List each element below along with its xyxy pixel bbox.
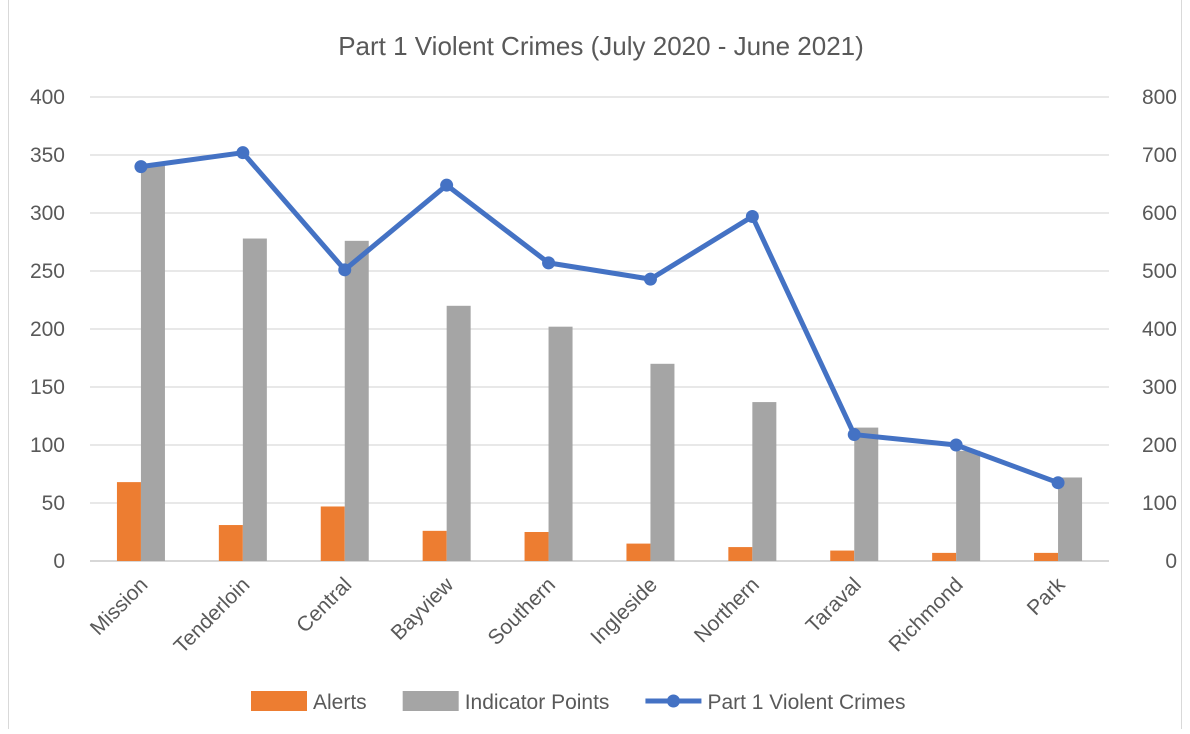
line-point xyxy=(236,146,250,160)
right-tick-label: 200 xyxy=(1142,434,1177,457)
line-part-1-violent-crimes xyxy=(138,150,1061,486)
bar-alerts xyxy=(932,552,957,561)
bar-alerts xyxy=(524,532,549,561)
bar-indicator-points xyxy=(446,305,471,561)
category-label: Ingleside xyxy=(586,573,662,649)
bar-indicator-points xyxy=(854,427,879,561)
legend-swatch xyxy=(251,691,307,711)
right-tick-label: 300 xyxy=(1142,376,1177,399)
line-point xyxy=(847,428,861,442)
bar-indicator-points xyxy=(1058,477,1083,561)
bar-indicator-points xyxy=(344,240,369,561)
line-point xyxy=(949,438,963,452)
left-tick-label: 100 xyxy=(30,434,65,457)
chart-svg: Part 1 Violent Crimes (July 2020 - June … xyxy=(30,31,1177,714)
right-tick-label: 400 xyxy=(1142,318,1177,341)
bar-indicator-points xyxy=(956,450,981,561)
legend-label: Alerts xyxy=(313,691,367,714)
category-label: Northern xyxy=(690,573,764,647)
line-point xyxy=(338,263,352,277)
line-point xyxy=(1051,476,1065,490)
bar-indicator-points xyxy=(650,363,675,561)
chart-title: Part 1 Violent Crimes (July 2020 - June … xyxy=(338,31,864,61)
chart-frame: Part 1 Violent Crimes (July 2020 - June … xyxy=(8,0,1182,729)
bar-alerts xyxy=(116,482,141,561)
legend-label: Part 1 Violent Crimes xyxy=(707,691,905,714)
left-tick-label: 400 xyxy=(30,86,65,109)
right-tick-label: 100 xyxy=(1142,492,1177,515)
right-tick-label: 600 xyxy=(1142,202,1177,225)
legend-swatch xyxy=(402,691,459,711)
line-point xyxy=(440,178,454,192)
category-label: Southern xyxy=(484,573,561,650)
right-tick-label: 500 xyxy=(1142,260,1177,283)
bar-alerts xyxy=(830,550,855,561)
category-label: Richmond xyxy=(885,573,968,656)
bar-indicator-points xyxy=(140,165,165,561)
bar-series xyxy=(116,165,1083,561)
category-label: Park xyxy=(1023,573,1070,620)
left-tick-label: 350 xyxy=(30,144,65,167)
bar-indicator-points xyxy=(752,402,777,561)
bar-indicator-points xyxy=(242,238,267,561)
bar-indicator-points xyxy=(548,326,573,561)
line-point xyxy=(134,160,148,174)
left-tick-label: 150 xyxy=(30,376,65,399)
category-label: Central xyxy=(292,573,356,637)
right-tick-label: 0 xyxy=(1165,550,1177,573)
bar-alerts xyxy=(1034,552,1059,561)
left-axis-ticks: 0 50 100 150 200 250 300 350 400 xyxy=(30,86,65,573)
line-series xyxy=(134,146,1065,490)
bar-alerts xyxy=(218,525,243,561)
line-point xyxy=(542,256,556,270)
bar-alerts xyxy=(626,543,651,561)
left-tick-label: 300 xyxy=(30,202,65,225)
left-tick-label: 200 xyxy=(30,318,65,341)
category-label: Mission xyxy=(86,573,153,640)
line-point xyxy=(745,209,759,223)
legend: Alerts Indicator Points Part 1 Violent Cri… xyxy=(251,691,905,714)
left-tick-label: 50 xyxy=(42,492,65,515)
category-label: Bayview xyxy=(387,573,459,645)
category-label: Taraval xyxy=(802,573,866,637)
legend-label: Indicator Points xyxy=(465,691,610,714)
left-tick-label: 0 xyxy=(53,550,65,573)
bar-alerts xyxy=(728,547,753,561)
category-labels: Mission Tenderloin Central Bayview Southern I… xyxy=(86,573,1070,658)
line-point xyxy=(643,272,657,286)
right-axis-ticks: 0 100 200 300 400 500 600 700 800 xyxy=(1142,86,1177,573)
left-tick-label: 250 xyxy=(30,260,65,283)
right-tick-label: 800 xyxy=(1142,86,1177,109)
bar-alerts xyxy=(422,530,447,561)
category-label: Tenderloin xyxy=(170,573,255,658)
legend-swatch-marker xyxy=(666,694,680,708)
bar-alerts xyxy=(320,506,345,561)
right-tick-label: 700 xyxy=(1142,144,1177,167)
